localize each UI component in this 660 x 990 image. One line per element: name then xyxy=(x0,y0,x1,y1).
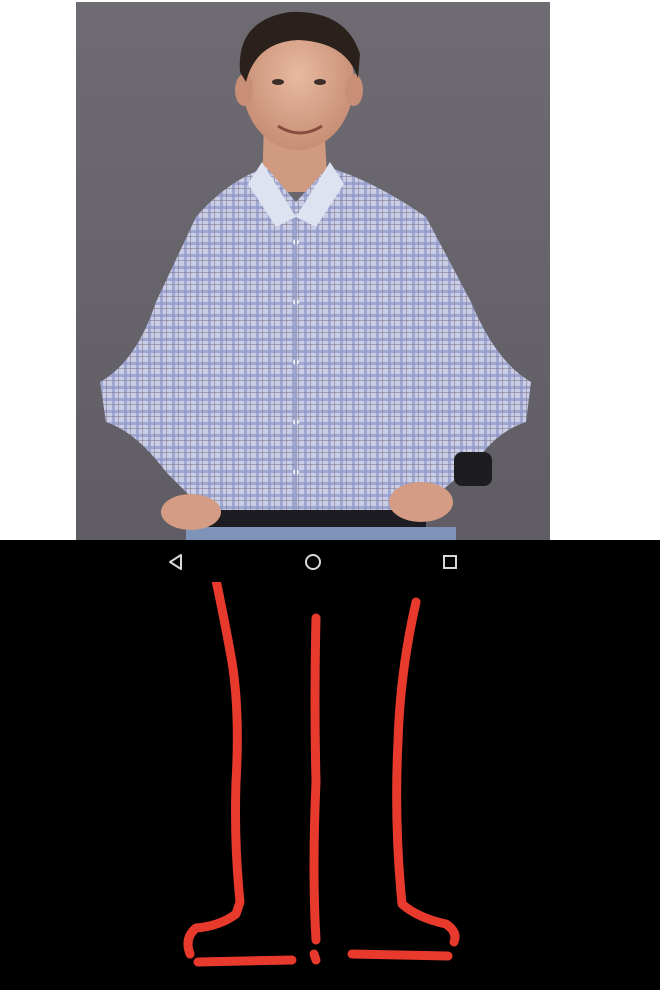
home-circle-icon xyxy=(305,554,321,570)
android-navigation-bar xyxy=(0,540,660,582)
face-shape xyxy=(242,14,354,150)
recents-button[interactable] xyxy=(434,546,466,578)
home-button[interactable] xyxy=(297,546,329,578)
back-triangle-icon xyxy=(169,554,182,570)
left-leg-stroke xyxy=(183,582,245,959)
shirt-shape xyxy=(100,167,531,540)
right-foot-stroke xyxy=(347,949,453,961)
portrait-photo xyxy=(76,2,550,540)
photo-area xyxy=(76,2,550,540)
right-leg-stroke xyxy=(392,597,460,947)
legs-doodle xyxy=(183,582,460,967)
drawing-canvas[interactable] xyxy=(0,582,660,990)
center-stroke xyxy=(309,613,321,945)
back-button[interactable] xyxy=(160,546,192,578)
recents-square-icon xyxy=(443,555,457,569)
left-foot-stroke xyxy=(193,955,297,967)
center-dot-stroke xyxy=(309,949,321,965)
